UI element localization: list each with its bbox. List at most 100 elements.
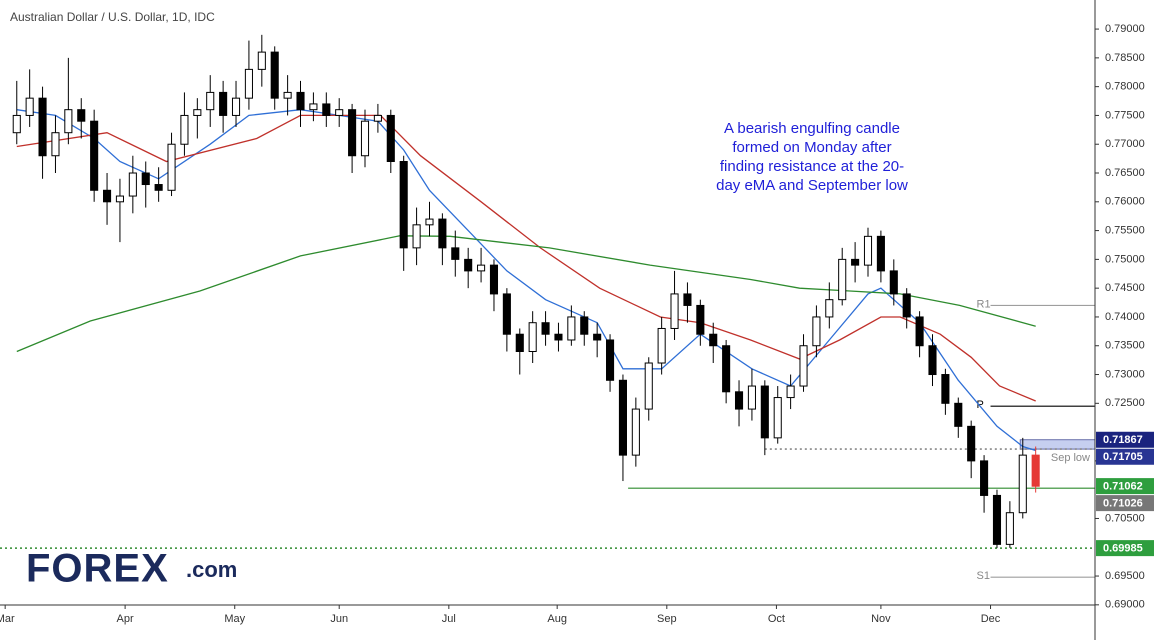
candle-body bbox=[773, 397, 782, 439]
candle-body bbox=[38, 97, 47, 157]
x-tick-label: Dec bbox=[981, 613, 1001, 625]
price-label: 0.71026 bbox=[1103, 498, 1143, 510]
candle-body bbox=[425, 218, 434, 226]
logo-suffix: .com bbox=[186, 557, 237, 582]
candle-body bbox=[270, 51, 279, 99]
candle-body bbox=[863, 235, 873, 266]
price-label: 0.69985 bbox=[1103, 543, 1143, 555]
candle-body bbox=[876, 235, 885, 272]
y-tick-label: 0.74000 bbox=[1105, 311, 1145, 323]
candle-body bbox=[502, 293, 511, 335]
resistance-zone bbox=[1019, 439, 1095, 450]
candle-body bbox=[386, 114, 395, 162]
x-tick-label: Mar bbox=[0, 613, 15, 625]
x-tick-label: May bbox=[224, 613, 245, 625]
y-tick-label: 0.73500 bbox=[1105, 340, 1145, 352]
level-label: Sep low bbox=[1051, 452, 1090, 464]
y-tick-label: 0.69500 bbox=[1105, 570, 1145, 582]
candle-body bbox=[167, 143, 176, 191]
y-tick-label: 0.77500 bbox=[1105, 109, 1145, 121]
candle-body bbox=[554, 333, 563, 341]
candle-body bbox=[1031, 454, 1040, 487]
level-label: S1 bbox=[977, 570, 990, 582]
y-tick-label: 0.78000 bbox=[1105, 81, 1145, 93]
level-label: P bbox=[977, 399, 984, 411]
x-tick-label: Aug bbox=[547, 613, 567, 625]
candle-body bbox=[954, 402, 963, 427]
y-tick-label: 0.72500 bbox=[1105, 397, 1145, 409]
candle-body bbox=[335, 109, 344, 116]
x-tick-label: Oct bbox=[768, 613, 785, 625]
candle-body bbox=[77, 109, 86, 122]
candle-body bbox=[477, 264, 486, 272]
y-tick-label: 0.75000 bbox=[1105, 253, 1145, 265]
annotation: formed on Monday after bbox=[732, 139, 891, 156]
candle-body bbox=[257, 51, 266, 70]
annotation: day eMA and September low bbox=[716, 177, 908, 194]
annotation: A bearish engulfing candle bbox=[724, 120, 900, 137]
candle-body bbox=[115, 195, 124, 203]
chart-title: Australian Dollar / U.S. Dollar, 1D, IDC bbox=[10, 10, 215, 24]
candle-body bbox=[747, 385, 756, 410]
y-tick-label: 0.74500 bbox=[1105, 282, 1145, 294]
price-label-box bbox=[1096, 478, 1154, 495]
y-tick-label: 0.75500 bbox=[1105, 224, 1145, 236]
candle-body bbox=[760, 385, 769, 439]
price-label: 0.71705 bbox=[1103, 451, 1143, 463]
candle-body bbox=[825, 299, 834, 318]
candle-body bbox=[967, 425, 976, 462]
y-tick-label: 0.73000 bbox=[1105, 368, 1145, 380]
moving-average bbox=[16, 114, 1036, 402]
x-tick-label: Nov bbox=[871, 613, 891, 625]
candle-body bbox=[670, 293, 679, 329]
x-tick-label: Apr bbox=[117, 613, 134, 625]
y-tick-label: 0.70500 bbox=[1105, 512, 1145, 524]
candle-body bbox=[644, 362, 653, 410]
y-tick-label: 0.76000 bbox=[1105, 196, 1145, 208]
candle-body bbox=[1018, 454, 1027, 514]
candle-body bbox=[360, 120, 370, 157]
price-label-box bbox=[1096, 495, 1154, 512]
candle-body bbox=[348, 109, 357, 157]
logo: FOREX bbox=[26, 547, 169, 591]
candle-body bbox=[206, 91, 215, 111]
x-tick-label: Jun bbox=[330, 613, 348, 625]
y-tick-label: 0.78500 bbox=[1105, 52, 1145, 64]
candle-body bbox=[399, 160, 408, 249]
x-tick-label: Jul bbox=[442, 613, 456, 625]
candle-body bbox=[889, 270, 898, 295]
candle-body bbox=[786, 385, 795, 399]
candle-body bbox=[373, 114, 382, 122]
candle-body bbox=[451, 247, 460, 260]
candle-body bbox=[103, 189, 112, 203]
candle-body bbox=[631, 408, 640, 456]
candle-body bbox=[25, 97, 34, 116]
candle-body bbox=[541, 322, 550, 335]
candle-body bbox=[851, 258, 860, 266]
candle-body bbox=[606, 339, 615, 381]
candle-body bbox=[180, 114, 189, 145]
candle-body bbox=[309, 103, 318, 111]
candle-body bbox=[941, 374, 950, 404]
candle-body bbox=[412, 224, 421, 249]
candle-body bbox=[838, 258, 847, 301]
candle-body bbox=[322, 103, 331, 116]
candle-body bbox=[580, 316, 589, 335]
candle-body bbox=[657, 327, 666, 364]
x-tick-label: Sep bbox=[657, 613, 677, 625]
candle-body bbox=[593, 333, 602, 341]
candle-body bbox=[51, 132, 60, 157]
price-label-box bbox=[1096, 431, 1154, 448]
candle-body bbox=[283, 91, 292, 99]
candle-body bbox=[515, 333, 524, 352]
candle-body bbox=[683, 293, 692, 306]
candle-body bbox=[464, 258, 473, 272]
price-label: 0.71062 bbox=[1103, 481, 1143, 493]
annotation: finding resistance at the 20- bbox=[720, 158, 904, 175]
price-label: 0.71867 bbox=[1103, 434, 1143, 446]
candle-body bbox=[696, 304, 705, 335]
candle-body bbox=[154, 184, 163, 191]
candle-body bbox=[244, 68, 253, 99]
y-tick-label: 0.77000 bbox=[1105, 138, 1145, 150]
